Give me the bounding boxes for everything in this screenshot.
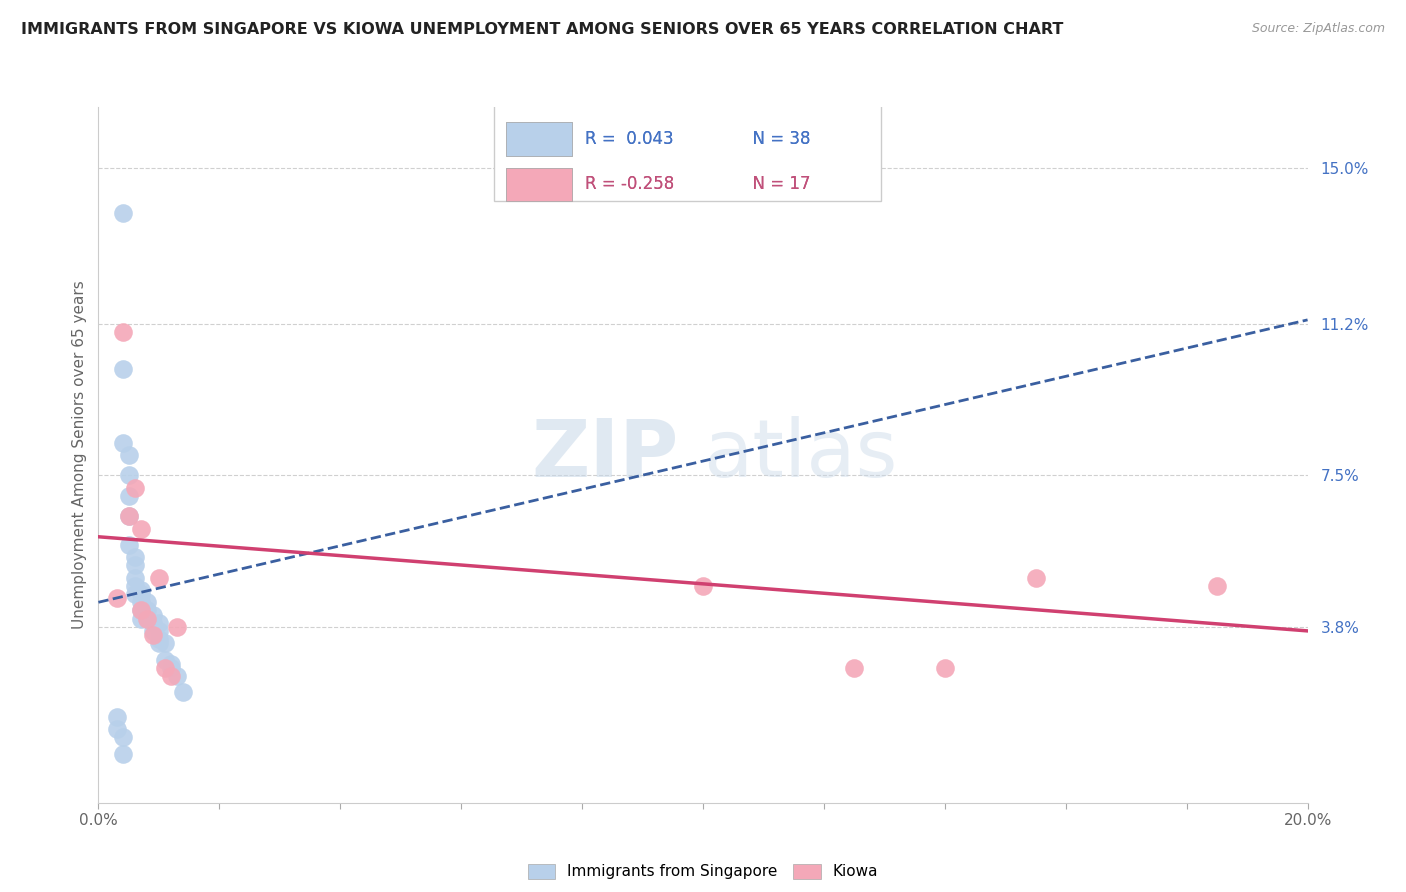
Point (148, 624, 170, 638)
Point (124, 587, 146, 601)
Point (111, 206, 134, 220)
Point (118, 448, 141, 462)
Point (160, 657, 183, 671)
Point (118, 468, 141, 483)
Point (1024, 571, 1046, 585)
Point (111, 435, 134, 450)
Text: N = 38: N = 38 (742, 130, 810, 148)
Point (153, 652, 176, 666)
Text: Source: ZipAtlas.com: Source: ZipAtlas.com (1251, 22, 1385, 36)
Point (118, 509, 141, 524)
Point (124, 481, 146, 495)
Text: N = 17: N = 17 (742, 175, 810, 194)
FancyBboxPatch shape (506, 168, 572, 201)
Point (111, 362, 134, 376)
Point (129, 612, 152, 626)
Point (129, 603, 152, 617)
FancyBboxPatch shape (506, 122, 572, 156)
Point (142, 624, 165, 638)
Text: R = -0.258: R = -0.258 (585, 175, 673, 194)
FancyBboxPatch shape (506, 122, 572, 156)
Point (844, 661, 866, 675)
Text: N = 38: N = 38 (742, 130, 810, 148)
Point (118, 509, 141, 524)
Text: R =  0.043: R = 0.043 (585, 130, 673, 148)
FancyBboxPatch shape (494, 100, 880, 201)
Point (142, 615, 165, 630)
Point (105, 591, 128, 606)
Y-axis label: Unemployment Among Seniors over 65 years: Unemployment Among Seniors over 65 years (72, 281, 87, 629)
Point (148, 571, 170, 585)
FancyBboxPatch shape (506, 168, 572, 201)
Point (111, 325, 134, 339)
Point (153, 661, 176, 675)
Point (148, 615, 170, 630)
Point (124, 550, 146, 565)
Point (135, 603, 157, 617)
Point (166, 620, 188, 634)
Point (124, 571, 146, 585)
Text: IMMIGRANTS FROM SINGAPORE VS KIOWA UNEMPLOYMENT AMONG SENIORS OVER 65 YEARS CORR: IMMIGRANTS FROM SINGAPORE VS KIOWA UNEMP… (21, 22, 1063, 37)
Point (142, 628, 165, 642)
Point (148, 636, 170, 650)
Point (129, 522, 152, 536)
Text: R = -0.258: R = -0.258 (585, 175, 673, 194)
Point (111, 747, 134, 761)
Point (160, 669, 183, 683)
Point (172, 685, 194, 699)
Point (148, 632, 170, 646)
Point (118, 538, 141, 552)
Point (129, 595, 152, 609)
Point (118, 489, 141, 503)
Point (135, 595, 157, 609)
Text: N = 17: N = 17 (742, 175, 810, 194)
Point (135, 612, 157, 626)
Text: atlas: atlas (703, 416, 897, 494)
Point (124, 579, 146, 593)
Point (105, 710, 128, 724)
Point (160, 661, 183, 675)
Point (129, 587, 152, 601)
Point (129, 603, 152, 617)
Point (105, 722, 128, 736)
Legend: Immigrants from Singapore, Kiowa: Immigrants from Singapore, Kiowa (522, 857, 884, 886)
Point (166, 669, 188, 683)
Point (135, 612, 157, 626)
Point (934, 661, 956, 675)
Point (124, 558, 146, 573)
Point (111, 731, 134, 745)
Point (153, 636, 176, 650)
Point (129, 582, 152, 597)
Text: R =  0.043: R = 0.043 (585, 130, 673, 148)
Point (1206, 579, 1229, 593)
Point (142, 607, 165, 622)
Text: ZIP: ZIP (531, 416, 679, 494)
Point (692, 579, 714, 593)
